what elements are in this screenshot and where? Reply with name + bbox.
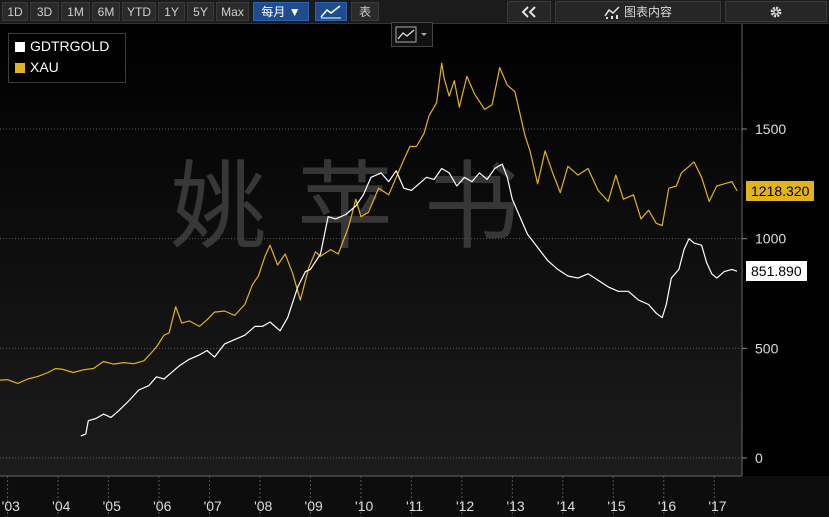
series-line-xau [0,62,738,384]
series-line-gdtrgold [80,163,738,437]
table-view-button[interactable]: 表 [351,2,379,21]
frequency-dropdown[interactable]: 每月 ▼ [253,2,309,21]
y-tick-label: 1000 [755,231,786,247]
x-tick-label: '17 [708,498,726,514]
x-tick-label: '04 [52,498,70,514]
y-tick-label: 0 [755,450,763,466]
x-tick-label: '14 [557,498,575,514]
x-tick-label: '07 [204,498,222,514]
series-layer [0,62,738,437]
line-chart-toggle[interactable] [315,2,347,21]
watermark-text: 姚 苹 书 [170,151,519,263]
double-chevron-left-icon [521,6,536,18]
settings-button[interactable] [725,1,827,22]
period-ytd-button[interactable]: YTD [122,2,156,21]
x-tick-label: '11 [406,498,423,514]
x-tick-label: '10 [355,498,373,514]
plot-background [0,24,742,476]
x-tick-label: '03 [2,498,20,514]
line-chart-icon [395,26,427,43]
period-max-button[interactable]: Max [216,2,249,21]
line-chart-icon [320,5,341,19]
legend: GDTRGOLD XAU [8,33,126,83]
legend-swatch-gold [15,62,25,73]
period-1d-button[interactable]: 1D [2,2,28,21]
gdtrgold-last-value-label: 851.890 [746,261,807,282]
x-tick-label: '06 [153,498,171,514]
period-3d-button[interactable]: 3D [30,2,59,21]
legend-item-gdtrgold[interactable]: GDTRGOLD [15,36,119,57]
period-5y-button[interactable]: 5Y [187,2,214,21]
legend-label-gdtrgold: GDTRGOLD [30,38,110,54]
grid-lines [0,128,742,459]
toolbar: 1D 3D 1M 6M YTD 1Y 5Y Max 每月 ▼ 表 图表内容 [0,0,829,24]
chart-content-label: 图表内容 [623,5,672,19]
x-tick-label: '09 [305,498,323,514]
chart-type-selector[interactable] [391,22,433,47]
xau-last-value-label: 1218.320 [746,180,815,201]
x-tick-label: '15 [607,498,625,514]
chart-area: 姚 苹 书 0 500 1000 1500 '03 '04 '05 '06 '07 '08 '09… [0,24,829,517]
x-tick-label: '08 [254,498,272,514]
legend-label-xau: XAU [30,59,59,75]
period-6m-button[interactable]: 6M [92,2,120,21]
chart-content-button[interactable]: 图表内容 [555,1,721,22]
y-tick-label: 1500 [755,121,786,137]
collapse-button[interactable] [507,1,551,22]
legend-item-xau[interactable]: XAU [15,57,119,78]
x-tick-label: '12 [456,498,474,514]
x-tick-label: '16 [658,498,676,514]
x-tick-label: '13 [506,498,524,514]
x-tick-label: '05 [103,498,121,514]
y-tick-label: 500 [755,340,779,356]
period-1y-button[interactable]: 1Y [158,2,185,21]
period-1m-button[interactable]: 1M [61,2,90,21]
x-axis-panel [0,476,829,517]
y-axis-ticks: 0 500 1000 1500 [742,121,786,466]
legend-swatch-white [15,41,25,52]
x-axis-ticks: '03 '04 '05 '06 '07 '08 '09 '10 '11 '12 '13 '14 '15 '… [2,476,727,517]
gear-icon [770,6,782,18]
chart-settings-icon [604,6,620,20]
caret-down-icon [421,33,427,36]
y-axis-panel [742,24,829,476]
